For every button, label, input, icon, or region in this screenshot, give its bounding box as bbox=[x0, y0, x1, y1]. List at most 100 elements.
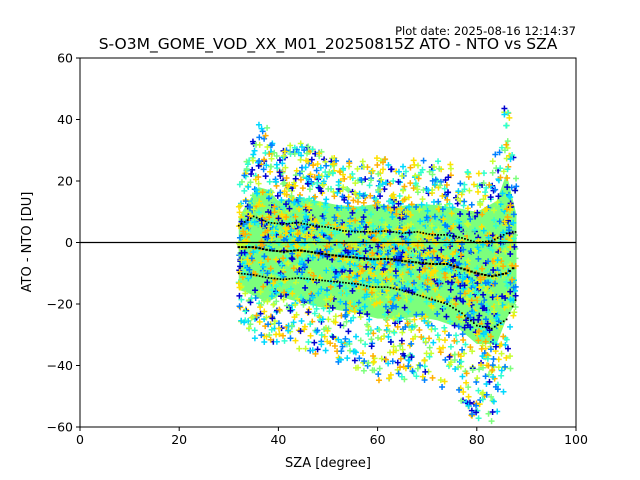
scatter-point bbox=[246, 204, 253, 211]
scatter-point bbox=[323, 257, 330, 264]
std-lower-point bbox=[496, 324, 499, 326]
mean-point bbox=[442, 263, 445, 266]
scatter-point bbox=[447, 286, 454, 293]
scatter-point bbox=[267, 200, 274, 207]
std-lower-point bbox=[437, 300, 440, 303]
std-upper-point bbox=[348, 230, 350, 233]
scatter-point bbox=[304, 180, 311, 187]
scatter-point bbox=[249, 138, 256, 145]
scatter-point bbox=[267, 168, 274, 175]
scatter-point bbox=[445, 267, 452, 274]
std-upper-point bbox=[342, 230, 344, 232]
scatter-point bbox=[307, 321, 314, 328]
scatter-point bbox=[480, 180, 487, 187]
scatter-point bbox=[265, 223, 272, 230]
scatter-point bbox=[489, 408, 496, 415]
scatter-point bbox=[368, 211, 375, 218]
scatter-point bbox=[266, 331, 273, 338]
std-upper-point bbox=[401, 232, 404, 235]
scatter-point bbox=[475, 255, 482, 262]
scatter-point bbox=[261, 308, 268, 315]
scatter-point bbox=[280, 266, 287, 273]
std-lower-point bbox=[240, 272, 243, 275]
scatter-point bbox=[310, 162, 317, 169]
scatter-point bbox=[441, 185, 448, 192]
scatter-point bbox=[475, 328, 482, 335]
scatter-point bbox=[356, 355, 363, 362]
scatter-point bbox=[378, 336, 385, 343]
scatter-point bbox=[250, 151, 257, 158]
scatter-point bbox=[441, 324, 448, 331]
scatter-point bbox=[361, 358, 368, 365]
scatter-point bbox=[371, 272, 378, 279]
scatter-point bbox=[276, 169, 283, 176]
scatter-point bbox=[308, 232, 315, 239]
scatter-point bbox=[280, 181, 287, 188]
scatter-point bbox=[414, 189, 421, 196]
scatter-point bbox=[485, 308, 492, 315]
scatter-point bbox=[476, 284, 483, 291]
scatter-point bbox=[392, 268, 399, 275]
mean-point bbox=[268, 249, 272, 252]
scatter-point bbox=[445, 332, 452, 339]
scatter-point bbox=[364, 311, 371, 318]
scatter-point bbox=[440, 216, 447, 223]
scatter-point bbox=[405, 308, 412, 315]
mean-point bbox=[348, 256, 352, 259]
scatter-point bbox=[367, 177, 374, 184]
mean-point bbox=[286, 250, 289, 253]
scatter-point bbox=[476, 312, 483, 319]
std-upper-point bbox=[288, 222, 291, 225]
scatter-point bbox=[323, 162, 330, 169]
scatter-point bbox=[386, 198, 393, 205]
scatter-point bbox=[423, 298, 430, 305]
scatter-point bbox=[419, 268, 426, 275]
scatter-point bbox=[461, 224, 468, 231]
scatter-point bbox=[479, 364, 486, 371]
scatter-point bbox=[436, 345, 443, 352]
scatter-point bbox=[497, 165, 504, 172]
scatter-point bbox=[405, 363, 412, 370]
scatter-point bbox=[358, 218, 365, 225]
mean-point bbox=[484, 273, 487, 276]
mean-point bbox=[452, 265, 456, 268]
scatter-point bbox=[427, 272, 434, 279]
scatter-point bbox=[289, 290, 296, 297]
std-lower-point bbox=[255, 274, 258, 277]
scatter-point bbox=[363, 263, 370, 270]
scatter-point bbox=[444, 240, 451, 247]
scatter-point bbox=[384, 322, 391, 329]
scatter-point bbox=[421, 265, 428, 272]
scatter-point bbox=[482, 189, 489, 196]
scatter-point bbox=[305, 257, 312, 264]
scatter-point bbox=[506, 193, 513, 200]
mean-point bbox=[431, 263, 435, 266]
scatter-point bbox=[402, 272, 409, 279]
scatter-point bbox=[439, 305, 446, 312]
scatter-point bbox=[318, 331, 325, 338]
scatter-point bbox=[504, 166, 511, 173]
scatter-point bbox=[315, 173, 322, 180]
scatter-point bbox=[390, 178, 397, 185]
std-lower-point bbox=[285, 278, 288, 280]
scatter-point bbox=[319, 229, 326, 236]
scatter-point bbox=[308, 156, 315, 163]
scatter-point bbox=[500, 168, 507, 175]
scatter-point bbox=[494, 303, 501, 310]
scatter-point bbox=[354, 198, 361, 205]
scatter-point bbox=[336, 282, 343, 289]
scatter-point bbox=[317, 201, 324, 208]
scatter-point bbox=[492, 151, 499, 158]
scatter-point bbox=[507, 156, 514, 163]
scatter-point bbox=[405, 236, 412, 243]
scatter-point bbox=[321, 333, 328, 340]
scatter-point bbox=[496, 251, 503, 258]
scatter-point bbox=[353, 333, 360, 340]
scatter-point bbox=[291, 150, 298, 157]
scatter-point bbox=[491, 280, 498, 287]
scatter-point bbox=[276, 306, 283, 313]
scatter-point bbox=[443, 313, 450, 320]
scatter-point bbox=[458, 191, 465, 198]
mean-point bbox=[254, 246, 258, 249]
scatter-point bbox=[435, 198, 442, 205]
